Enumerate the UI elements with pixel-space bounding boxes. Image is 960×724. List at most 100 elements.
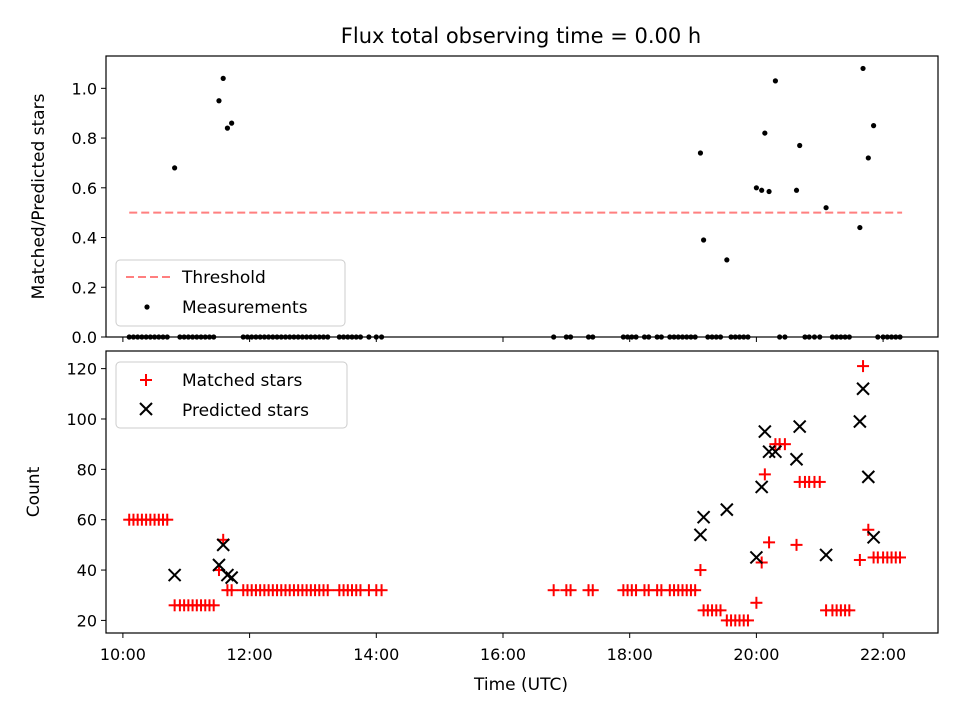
bottom-y-axis-title: Count [24, 466, 44, 517]
predicted-star-point [762, 445, 776, 459]
x-tick-label: 16:00 [480, 645, 526, 664]
predicted-star-point [216, 538, 230, 552]
bottom-legend-box [115, 361, 348, 429]
predicted-star-point [212, 558, 226, 572]
bottom-y-ticks: 20 40 60 80 100 120 [66, 360, 106, 630]
predicted-legend-label: Predicted stars [182, 401, 309, 421]
top-x-ticks [122, 337, 884, 342]
matched-star-point [790, 538, 803, 551]
predicted-star-point [792, 419, 807, 434]
matched-star-point [689, 584, 702, 597]
predicted-star-point [749, 550, 764, 565]
x-tick-label: 18:00 [607, 645, 653, 664]
bottom-y-tick-label: 60 [77, 511, 97, 530]
matched-star-point [714, 604, 727, 617]
predicted-star-point [224, 570, 239, 585]
bottom-y-tick-label: 80 [77, 460, 97, 479]
top-y-tick-label: 1.0 [72, 79, 97, 98]
measurement-point [697, 150, 704, 156]
measurement-point [172, 165, 178, 171]
matched-star-point [758, 468, 771, 481]
top-y-tick-label: 0.6 [72, 179, 97, 198]
bottom-y-tick-label: 120 [66, 360, 97, 379]
top-y-tick-label: 0.0 [72, 328, 97, 347]
measurement-point [793, 187, 800, 193]
bottom-y-tick-label: 40 [77, 561, 97, 580]
predicted-star-point [789, 452, 804, 466]
predicted-star-point [696, 510, 711, 524]
predicted-legend-swatch [139, 402, 153, 416]
x-tick-label: 22:00 [860, 645, 906, 664]
matched-star-point [375, 584, 388, 597]
predicted-star-point [768, 445, 783, 459]
matched-star-point [694, 564, 707, 577]
matched-star-point [586, 584, 599, 597]
measurement-point [229, 120, 235, 126]
bottom-y-tick-label: 100 [66, 410, 97, 429]
measurement-point [753, 185, 759, 191]
bottom-legend: Matched stars Predicted stars [115, 361, 348, 429]
matched-star-point [853, 553, 866, 566]
top-marks [126, 65, 903, 340]
top-y-tick-label: 0.2 [72, 278, 97, 297]
predicted-star-point [853, 414, 867, 429]
predicted-star-point [754, 480, 769, 494]
measurement-point [797, 142, 803, 149]
matched-star-point [813, 475, 826, 488]
bottom-y-tick-label: 20 [77, 611, 97, 630]
bottom-x-ticks: 10:00 12:00 14:00 16:00 18:00 20:00 22:00 [100, 633, 906, 664]
matched-star-point [321, 584, 334, 597]
top-y-ticks: 0.0 0.2 0.4 0.6 0.8 1.0 [72, 79, 106, 347]
matched-star-point [564, 584, 577, 597]
matched-star-point [862, 523, 875, 536]
measurement-point [220, 75, 226, 81]
measurement-point [860, 65, 866, 72]
matched-star-point [750, 596, 763, 609]
measurement-point [823, 205, 829, 211]
predicted-star-point [819, 548, 833, 562]
predicted-star-point [693, 528, 708, 542]
matched-star-point [843, 604, 856, 617]
x-tick-label: 20:00 [733, 645, 779, 664]
measurement-point [870, 123, 877, 129]
matched-star-point [857, 360, 870, 373]
top-legend: Threshold Measurements [115, 259, 346, 327]
top-y-tick-label: 0.4 [72, 229, 97, 248]
top-axes-frame [105, 55, 939, 338]
measurement-point [766, 188, 772, 195]
measurement-point [762, 130, 768, 136]
top-y-tick-label: 0.8 [72, 129, 97, 148]
matched-star-point [893, 551, 906, 564]
predicted-star-point [167, 568, 182, 582]
x-tick-label: 12:00 [227, 645, 273, 664]
x-axis-title: Time (UTC) [473, 675, 568, 695]
measurement-point [216, 98, 222, 104]
measurements-legend-label: Measurements [182, 298, 308, 318]
matched-star-point [225, 584, 238, 597]
predicted-star-point [866, 530, 881, 545]
measurement-point [772, 78, 779, 84]
bottom-panel: 20 40 60 80 100 120 10:00 12:00 14:00 16:00 18:00… [24, 350, 939, 695]
predicted-star-point [720, 502, 734, 517]
top-y-axis-title: Matched/Predicted stars [29, 93, 49, 299]
x-tick-label: 14:00 [353, 645, 399, 664]
measurement-point [724, 257, 730, 263]
top-panel: 0.0 0.2 0.4 0.6 0.8 1.0 Matched/Predicted sta… [29, 55, 939, 347]
matched-star-point [778, 438, 791, 451]
measurement-point [224, 125, 231, 131]
measurements-legend-swatch [144, 304, 150, 310]
matched-legend-label: Matched stars [182, 371, 302, 391]
predicted-star-point [758, 424, 772, 439]
matched-star-point [207, 599, 220, 612]
measurement-point [759, 187, 765, 193]
matched-star-point [547, 584, 560, 597]
predicted-star-point [861, 470, 876, 484]
bottom-marks [123, 360, 906, 627]
bottom-axes-frame [105, 350, 939, 634]
chart-title: Flux total observing time = 0.00 h [341, 24, 701, 48]
x-tick-label: 10:00 [100, 645, 146, 664]
threshold-legend-label: Threshold [181, 268, 266, 288]
matched-star-point [741, 614, 754, 627]
